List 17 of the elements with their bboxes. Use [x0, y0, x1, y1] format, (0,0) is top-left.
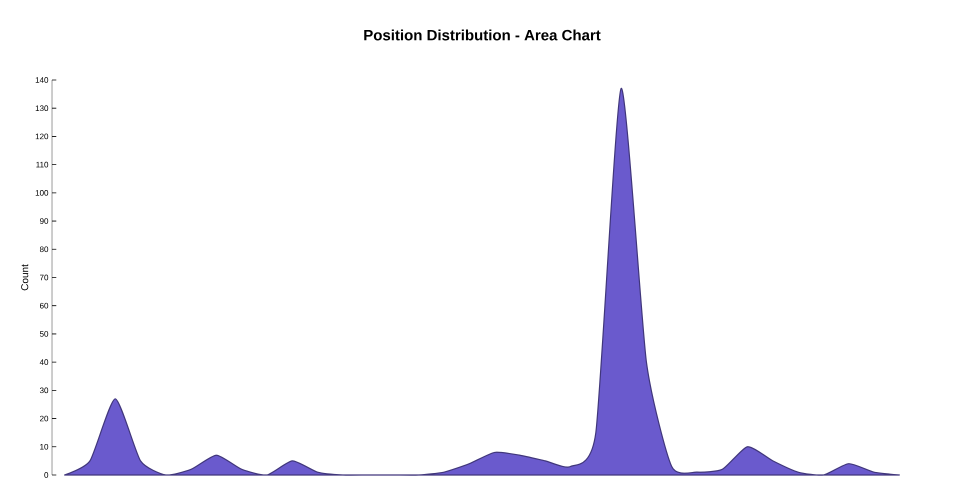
y-tick-label: 90: [40, 218, 48, 224]
y-tick-label: 70: [40, 274, 48, 280]
y-tick-label: 100: [36, 190, 48, 196]
y-tick-label: 10: [40, 444, 48, 450]
y-tick-label: 40: [40, 359, 48, 365]
y-tick-label: 80: [40, 246, 48, 252]
chart-title: Position Distribution - Area Chart: [364, 29, 601, 40]
y-tick-label: 50: [40, 331, 48, 337]
y-axis-title: Count: [21, 264, 28, 290]
y-tick-label: 60: [40, 302, 48, 309]
y-tick-label: 140: [36, 77, 48, 83]
y-tick-label: 110: [36, 162, 48, 168]
y-tick-label: 20: [40, 416, 48, 422]
y-tick-label: 120: [36, 134, 48, 140]
y-tick-label: 0: [44, 472, 48, 478]
y-tick-label: 30: [40, 388, 48, 394]
y-tick-label: 130: [36, 105, 48, 112]
